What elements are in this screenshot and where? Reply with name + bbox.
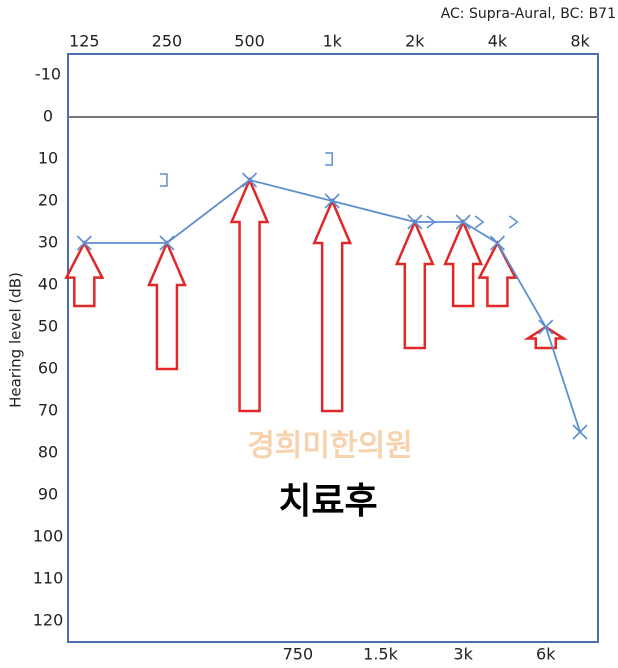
improvement-arrow [477,240,518,308]
y-tick-label: 0 [43,107,53,126]
improvement-arrow [229,176,270,413]
x-tick-label: 1k [322,32,342,51]
x-tick-label: 1.5k [363,645,398,664]
y-tick-label: 20 [38,191,58,210]
improvement-arrow [394,218,435,350]
improvement-arrow [523,325,569,350]
y-tick-label: 90 [38,485,58,504]
improvement-arrow [312,197,353,413]
x-marker [159,235,175,251]
x-marker [455,214,471,230]
bc-masked-marker [426,215,437,229]
y-tick-label: 110 [33,569,64,588]
y-tick-label: 40 [38,275,58,294]
y-tick-label: 30 [38,233,58,252]
x-marker [76,235,92,251]
x-tick-label: 3k [453,645,473,664]
y-tick-label: 120 [33,611,64,630]
x-tick-label: 750 [283,645,314,664]
y-tick-label: 10 [38,149,58,168]
y-tick-label: 50 [38,317,58,336]
x-marker [407,214,423,230]
annotation: 치료후 [278,481,377,522]
x-tick-label: 4k [488,32,508,51]
y-tick-label: 70 [38,401,58,420]
y-axis-label: Hearing level (dB) [7,272,25,408]
y-tick-label: 60 [38,359,58,378]
plot-frame [67,53,599,643]
x-tick-label: 6k [536,645,556,664]
x-tick-label: 250 [152,32,183,51]
x-marker [324,193,340,209]
x-tick-label: 125 [69,32,100,51]
bc-masked-marker [508,215,519,229]
y-tick-label: -10 [35,65,61,84]
y-tick-label: 80 [38,443,58,462]
x-tick-label: 8k [570,32,590,51]
improvement-arrow [64,240,105,308]
x-marker [572,424,588,440]
bc-bracket-marker [325,152,333,166]
bc-masked-marker [474,215,485,229]
bc-bracket-marker [159,173,168,187]
improvement-arrow [147,239,187,371]
y-tick-label: 100 [33,527,64,546]
subtitle: AC: Supra-Aural, BC: B71 [441,6,616,22]
x-tick-label: 500 [234,32,265,51]
x-marker [489,235,505,251]
x-marker [538,319,554,335]
x-marker [242,172,258,188]
watermark: 경희미한의원 [247,429,413,464]
x-tick-label: 2k [405,32,425,51]
improvement-arrow [443,218,484,308]
